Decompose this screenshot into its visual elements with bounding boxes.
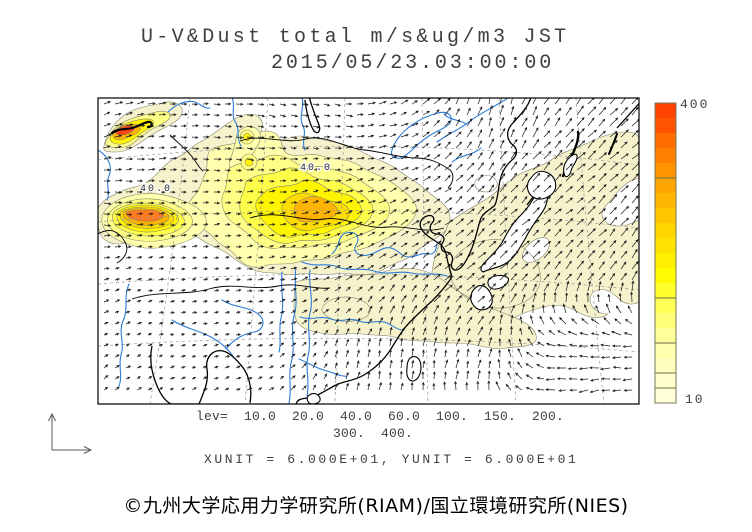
lake-baikal bbox=[390, 111, 452, 159]
island-hokkaido bbox=[526, 170, 557, 200]
island-kuril bbox=[608, 133, 618, 155]
gobi-core-200 bbox=[293, 196, 338, 223]
river-kazakh bbox=[167, 100, 211, 113]
hokkaido-peninsula bbox=[526, 196, 534, 206]
river-pearl bbox=[299, 316, 402, 331]
contour-loop-south bbox=[321, 296, 371, 322]
river-mekong bbox=[306, 269, 312, 397]
contour-loop-small bbox=[474, 175, 498, 193]
river-songhua bbox=[451, 147, 482, 163]
border-pamir bbox=[98, 230, 128, 264]
contour-levels-line2: 300. 400. bbox=[333, 426, 414, 441]
colorbar bbox=[654, 102, 677, 404]
contour-levels-line1: lev= 10.0 20.0 40.0 60.0 100. 150. 200. bbox=[196, 409, 565, 424]
river-indus bbox=[118, 283, 130, 387]
river-siberia-b bbox=[231, 98, 242, 147]
river-salween bbox=[288, 267, 297, 404]
axis-units-line: XUNIT = 6.000E+01, YUNIT = 6.000E+01 bbox=[204, 452, 579, 467]
x-axis-arrow bbox=[52, 446, 93, 454]
map-frame bbox=[97, 97, 640, 405]
colorbar-max-label: 400 bbox=[680, 97, 710, 112]
coast-kamchatka bbox=[616, 102, 639, 129]
decorative-contours bbox=[321, 175, 541, 322]
contour-label-west: 40.0 bbox=[140, 184, 172, 195]
axis-arrows bbox=[48, 412, 93, 454]
contour-label-central: 40.0 bbox=[300, 163, 332, 174]
coast-mainland-asia bbox=[295, 98, 532, 404]
river-yellow bbox=[331, 231, 438, 258]
coast-india bbox=[150, 345, 252, 404]
island-hainan bbox=[306, 393, 321, 404]
border-mongolia-north bbox=[239, 137, 454, 189]
border-himalaya bbox=[131, 284, 331, 300]
chart-title-line1: U-V&Dust total m/s&ug/m3 JST bbox=[141, 26, 570, 49]
contour-loop-east bbox=[449, 239, 541, 309]
border-kazakh-china bbox=[169, 134, 204, 172]
dust-shading-taklamakan bbox=[101, 193, 207, 249]
border-china-inner bbox=[249, 214, 445, 231]
copyright-line: ©九州大学応用力学研究所(RIAM)/国立環境研究所(NIES) bbox=[123, 495, 629, 517]
river-yangtze bbox=[301, 261, 448, 277]
colorbar-min-label: 10 bbox=[685, 392, 705, 407]
river-ganges bbox=[171, 319, 234, 357]
map-area: 40.0 40.0 bbox=[98, 98, 639, 404]
chart-title-line2: 2015/05/23.03:00:00 bbox=[271, 52, 555, 75]
dust-hole-sea-of-japan bbox=[522, 237, 550, 263]
river-amur-tributary bbox=[443, 113, 467, 125]
y-axis-arrow bbox=[48, 412, 56, 450]
rivers bbox=[98, 98, 509, 404]
coastlines bbox=[98, 98, 639, 404]
lake-khovsgol bbox=[304, 98, 321, 134]
river-pearl-delta bbox=[298, 358, 348, 377]
river-amur bbox=[436, 98, 509, 143]
wind-vector-field bbox=[103, 98, 639, 394]
river-brahmaputra bbox=[221, 299, 264, 350]
island-taiwan bbox=[406, 356, 422, 382]
